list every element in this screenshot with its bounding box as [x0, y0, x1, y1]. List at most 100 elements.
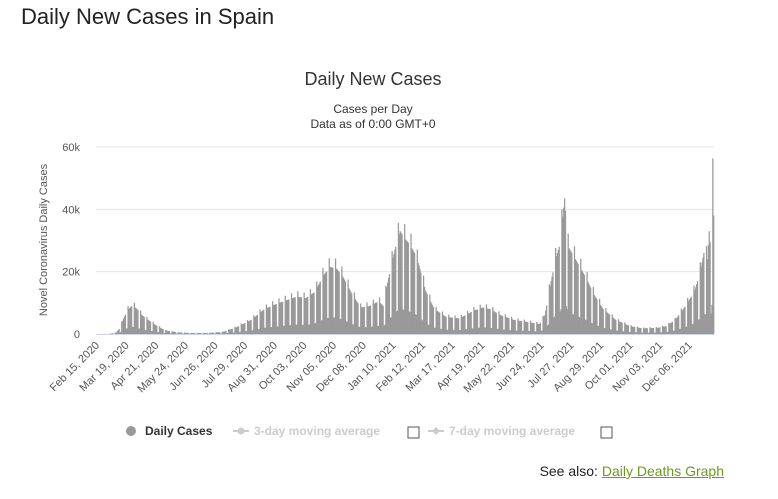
- daily-cases-bar[interactable]: [570, 251, 572, 334]
- daily-cases-bar[interactable]: [516, 330, 518, 334]
- daily-cases-bar[interactable]: [462, 316, 464, 334]
- daily-cases-bar[interactable]: [210, 332, 213, 334]
- daily-cases-bar[interactable]: [574, 259, 577, 334]
- daily-cases-bar[interactable]: [203, 332, 206, 334]
- daily-cases-bar[interactable]: [404, 224, 406, 334]
- daily-cases-bar[interactable]: [682, 309, 684, 334]
- daily-cases-bar[interactable]: [177, 332, 179, 334]
- daily-cases-bar[interactable]: [367, 306, 369, 334]
- daily-cases-bar[interactable]: [585, 320, 587, 334]
- daily-cases-bar[interactable]: [627, 325, 630, 334]
- daily-cases-bar[interactable]: [605, 308, 607, 334]
- daily-cases-bar[interactable]: [555, 247, 557, 334]
- daily-cases-bar[interactable]: [702, 257, 704, 334]
- daily-cases-bar[interactable]: [529, 320, 532, 334]
- daily-cases-bar[interactable]: [134, 307, 136, 334]
- daily-cases-bar[interactable]: [376, 302, 378, 334]
- daily-cases-bar[interactable]: [401, 234, 403, 334]
- daily-cases-bar[interactable]: [332, 267, 334, 334]
- daily-cases-bar[interactable]: [267, 307, 269, 334]
- daily-cases-bar[interactable]: [254, 316, 257, 334]
- daily-cases-bar[interactable]: [494, 312, 497, 334]
- daily-cases-bar[interactable]: [402, 309, 404, 334]
- daily-cases-bar[interactable]: [372, 299, 374, 334]
- daily-cases-bar[interactable]: [673, 330, 675, 334]
- daily-cases-bar[interactable]: [112, 333, 114, 334]
- daily-cases-bar[interactable]: [664, 326, 666, 334]
- daily-cases-bar[interactable]: [426, 294, 428, 334]
- daily-cases-bar[interactable]: [444, 316, 446, 334]
- daily-cases-bar[interactable]: [333, 317, 335, 334]
- daily-cases-bar[interactable]: [350, 291, 352, 334]
- daily-cases-bar[interactable]: [463, 315, 465, 334]
- daily-cases-bar[interactable]: [561, 209, 563, 334]
- daily-cases-bar[interactable]: [690, 296, 692, 334]
- daily-cases-bar[interactable]: [598, 326, 600, 334]
- daily-cases-bar[interactable]: [361, 307, 364, 334]
- daily-cases-bar[interactable]: [557, 249, 559, 334]
- daily-cases-bar[interactable]: [456, 318, 458, 334]
- daily-cases-bar[interactable]: [241, 324, 243, 334]
- daily-cases-bar[interactable]: [191, 333, 193, 334]
- daily-cases-bar[interactable]: [411, 248, 413, 334]
- daily-cases-bar[interactable]: [339, 318, 341, 334]
- daily-cases-bar[interactable]: [122, 320, 124, 334]
- daily-cases-bar[interactable]: [387, 277, 390, 334]
- daily-cases-bar[interactable]: [450, 317, 453, 334]
- daily-cases-bar[interactable]: [129, 307, 131, 334]
- daily-cases-bar[interactable]: [131, 306, 133, 334]
- daily-cases-bar[interactable]: [382, 305, 384, 334]
- daily-cases-bar[interactable]: [586, 271, 588, 334]
- daily-cases-bar[interactable]: [699, 262, 701, 334]
- daily-cases-bar[interactable]: [315, 323, 317, 334]
- daily-cases-bar[interactable]: [652, 327, 655, 334]
- daily-cases-bar[interactable]: [266, 307, 268, 334]
- daily-cases-bar[interactable]: [316, 286, 319, 334]
- daily-cases-bar[interactable]: [306, 297, 308, 334]
- daily-cases-bar[interactable]: [380, 304, 382, 334]
- daily-cases-bar[interactable]: [582, 273, 585, 334]
- daily-cases-bar[interactable]: [415, 314, 418, 334]
- daily-cases-bar[interactable]: [292, 297, 294, 334]
- daily-cases-series[interactable]: [96, 158, 715, 335]
- daily-cases-bar[interactable]: [432, 307, 435, 334]
- daily-cases-bar[interactable]: [384, 324, 386, 334]
- daily-cases-bar[interactable]: [374, 303, 376, 334]
- daily-cases-bar[interactable]: [273, 304, 276, 334]
- daily-cases-bar[interactable]: [615, 319, 617, 334]
- daily-cases-bar[interactable]: [553, 317, 555, 334]
- daily-cases-bar[interactable]: [198, 333, 200, 334]
- daily-cases-bar[interactable]: [486, 308, 488, 334]
- daily-cases-bar[interactable]: [319, 281, 321, 334]
- daily-cases-bar[interactable]: [316, 281, 318, 334]
- daily-cases-bar[interactable]: [300, 297, 303, 334]
- daily-cases-bar[interactable]: [329, 266, 331, 334]
- daily-cases-bar[interactable]: [277, 326, 279, 334]
- daily-cases-bar[interactable]: [705, 314, 707, 334]
- daily-cases-bar[interactable]: [141, 315, 144, 334]
- daily-cases-bar[interactable]: [642, 332, 644, 334]
- daily-cases-bar[interactable]: [572, 314, 575, 334]
- daily-cases-bar[interactable]: [659, 327, 661, 334]
- daily-cases-bar[interactable]: [447, 329, 449, 334]
- daily-cases-bar[interactable]: [511, 319, 514, 334]
- daily-cases-bar[interactable]: [294, 297, 296, 334]
- daily-cases-bar[interactable]: [124, 314, 126, 334]
- daily-cases-bar[interactable]: [649, 327, 651, 334]
- daily-cases-bar[interactable]: [711, 304, 713, 334]
- daily-cases-bar[interactable]: [360, 303, 362, 334]
- daily-cases-bar[interactable]: [576, 262, 578, 334]
- daily-cases-bar[interactable]: [449, 317, 451, 334]
- daily-cases-bar[interactable]: [458, 330, 461, 334]
- daily-cases-bar[interactable]: [230, 329, 232, 334]
- daily-cases-bar[interactable]: [317, 285, 320, 334]
- daily-cases-bar[interactable]: [369, 305, 371, 334]
- daily-cases-bar[interactable]: [510, 316, 513, 334]
- daily-cases-bar[interactable]: [559, 311, 561, 334]
- daily-cases-bar[interactable]: [330, 267, 332, 334]
- daily-cases-bar[interactable]: [434, 327, 436, 334]
- daily-cases-bar[interactable]: [512, 319, 515, 334]
- daily-cases-bar[interactable]: [390, 316, 392, 334]
- daily-cases-bar[interactable]: [138, 328, 140, 334]
- daily-cases-bar[interactable]: [706, 259, 709, 334]
